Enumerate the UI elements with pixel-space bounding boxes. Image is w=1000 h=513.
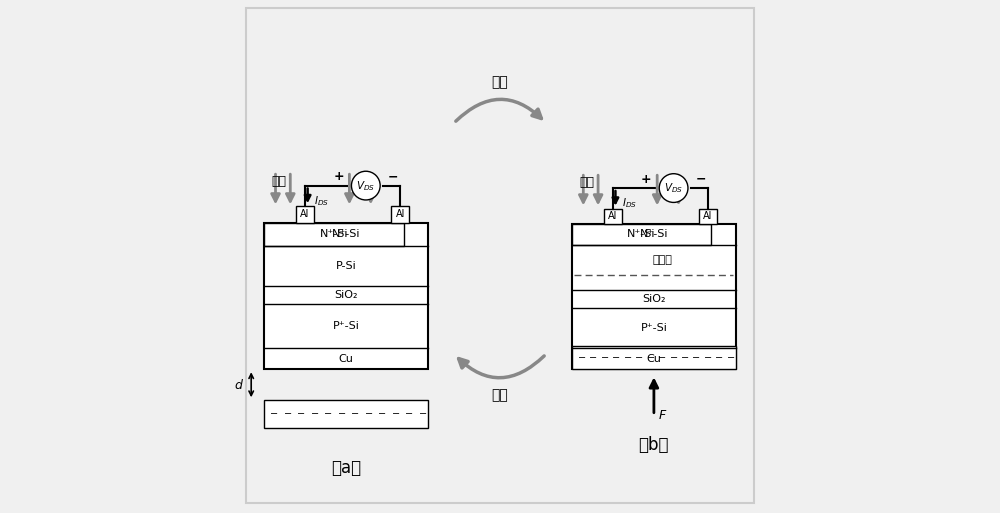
Text: P⁺-Si: P⁺-Si xyxy=(333,321,360,331)
Text: +: + xyxy=(333,170,344,183)
Text: $V_{DS}$: $V_{DS}$ xyxy=(356,179,375,192)
Text: P⁺-Si: P⁺-Si xyxy=(640,323,667,333)
Text: −: − xyxy=(670,353,678,363)
Text: N⁺-Si: N⁺-Si xyxy=(320,229,348,240)
Text: $V_{DS}$: $V_{DS}$ xyxy=(664,181,683,195)
Text: N⁺-Si: N⁺-Si xyxy=(640,229,668,240)
Text: Cu: Cu xyxy=(646,353,661,364)
Text: Al: Al xyxy=(300,209,310,220)
Text: −: − xyxy=(647,353,655,363)
Text: $I_{DS}$: $I_{DS}$ xyxy=(314,194,329,208)
Text: 分离: 分离 xyxy=(492,388,508,402)
Text: SiO₂: SiO₂ xyxy=(334,290,358,300)
Text: P-Si: P-Si xyxy=(336,261,356,271)
Text: 接触: 接触 xyxy=(492,75,508,89)
Text: −: − xyxy=(624,353,632,363)
FancyBboxPatch shape xyxy=(699,209,717,224)
Text: −: − xyxy=(696,172,706,186)
FancyBboxPatch shape xyxy=(572,346,736,369)
Text: 增强层: 增强层 xyxy=(652,254,672,265)
Text: −: − xyxy=(692,353,701,363)
Text: −: − xyxy=(324,409,332,419)
Text: −: − xyxy=(419,409,427,419)
Text: −: − xyxy=(392,409,400,419)
Text: −: − xyxy=(704,353,712,363)
Text: −: − xyxy=(635,353,643,363)
Text: 光照: 光照 xyxy=(271,174,286,187)
FancyBboxPatch shape xyxy=(264,223,404,246)
Text: Al: Al xyxy=(608,211,618,221)
Text: −: − xyxy=(284,409,292,419)
Text: −: − xyxy=(589,353,598,363)
FancyBboxPatch shape xyxy=(604,209,622,224)
Text: −: − xyxy=(578,353,586,363)
Text: （b）: （b） xyxy=(639,436,669,454)
Text: N⁺-Si: N⁺-Si xyxy=(332,229,360,240)
Text: $I_{DS}$: $I_{DS}$ xyxy=(622,196,637,210)
Text: −: − xyxy=(270,409,278,419)
FancyBboxPatch shape xyxy=(264,400,428,428)
FancyBboxPatch shape xyxy=(264,223,428,369)
Text: −: − xyxy=(388,170,398,183)
Text: F: F xyxy=(659,409,666,422)
Text: N⁺-Si: N⁺-Si xyxy=(627,229,656,240)
Text: −: − xyxy=(311,409,319,419)
Text: +: + xyxy=(641,172,652,186)
Text: −: − xyxy=(378,409,387,419)
Text: −: − xyxy=(612,353,620,363)
FancyBboxPatch shape xyxy=(572,224,736,369)
Text: （a）: （a） xyxy=(331,459,361,477)
Circle shape xyxy=(351,171,380,200)
FancyBboxPatch shape xyxy=(391,206,409,223)
Text: −: − xyxy=(727,353,735,363)
Text: 光照: 光照 xyxy=(579,175,594,188)
Text: −: − xyxy=(351,409,359,419)
Text: −: − xyxy=(715,353,723,363)
Text: Cu: Cu xyxy=(339,353,354,364)
FancyBboxPatch shape xyxy=(572,224,711,245)
Text: −: − xyxy=(297,409,305,419)
Text: −: − xyxy=(658,353,666,363)
Text: −: − xyxy=(681,353,689,363)
Text: SiO₂: SiO₂ xyxy=(642,294,666,304)
Text: Al: Al xyxy=(396,209,405,220)
Text: $d$: $d$ xyxy=(234,378,244,392)
Text: Al: Al xyxy=(703,211,713,221)
Text: −: − xyxy=(405,409,414,419)
Text: −: − xyxy=(338,409,346,419)
FancyBboxPatch shape xyxy=(296,206,314,223)
Circle shape xyxy=(659,174,688,203)
Text: −: − xyxy=(601,353,609,363)
Text: −: − xyxy=(365,409,373,419)
